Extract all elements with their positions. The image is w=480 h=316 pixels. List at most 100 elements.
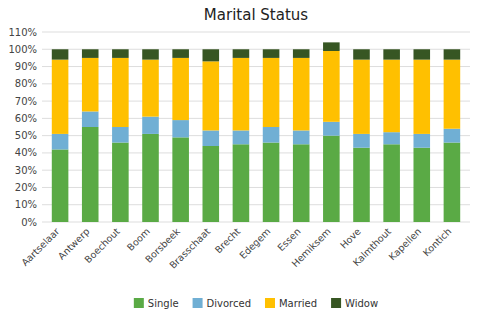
- bar: [233, 144, 250, 222]
- y-tick-label: 50%: [15, 130, 37, 141]
- bar: [203, 130, 220, 146]
- y-tick-label: 40%: [15, 147, 37, 158]
- x-tick-label: Aartselaar: [19, 226, 61, 268]
- legend-swatch: [331, 298, 341, 308]
- x-tick-label: Hove: [338, 226, 363, 251]
- y-tick-label: 90%: [15, 61, 37, 72]
- bar: [263, 58, 280, 127]
- bar: [323, 136, 340, 222]
- y-tick-label: 60%: [15, 113, 37, 124]
- bar: [82, 127, 99, 222]
- bar: [323, 51, 340, 122]
- bar: [383, 49, 400, 59]
- x-tick-label: Kalmthout: [351, 225, 394, 268]
- bar: [82, 49, 99, 58]
- y-tick-label: 70%: [15, 96, 37, 107]
- bar: [444, 60, 461, 129]
- bar: [82, 111, 99, 127]
- chart: Marital Status 0% 10% 20% 30% 40% 50% 60% 70% 80%…: [0, 0, 480, 316]
- bar: [142, 117, 159, 134]
- x-tick-label: Edegem: [237, 226, 272, 261]
- bar: [444, 49, 461, 59]
- bar: [353, 134, 370, 148]
- y-tick-label: 0%: [21, 217, 37, 228]
- y-tick-label: 80%: [15, 78, 37, 89]
- bar: [142, 134, 159, 222]
- bar: [52, 49, 69, 59]
- bar: [383, 132, 400, 144]
- bar: [203, 146, 220, 222]
- bar: [52, 60, 69, 134]
- title: Marital Status: [204, 6, 308, 24]
- x-tick-label: Boechout: [82, 225, 122, 265]
- bar: [52, 149, 69, 222]
- legend-label: Married: [279, 298, 317, 309]
- y-tick-label: 30%: [15, 165, 37, 176]
- bar: [413, 49, 430, 59]
- legend-swatch: [265, 298, 275, 308]
- bar: [233, 49, 250, 58]
- bar: [413, 148, 430, 222]
- bar: [293, 144, 310, 222]
- y-tick-label: 110%: [8, 27, 37, 38]
- bar: [353, 49, 370, 59]
- y-tick-label: 100%: [8, 44, 37, 55]
- bar: [293, 130, 310, 144]
- x-tick-label: Brecht: [213, 225, 243, 255]
- grid-line: [42, 135, 470, 136]
- x-tick-label: Hemiksem: [289, 226, 332, 269]
- legend-swatch: [134, 298, 144, 308]
- grid-line: [42, 187, 470, 188]
- bar: [293, 58, 310, 131]
- bar: [263, 49, 280, 58]
- x-tick-label: Essen: [275, 226, 302, 253]
- grid-line: [42, 152, 470, 153]
- bar: [142, 49, 159, 59]
- bar: [82, 58, 99, 112]
- legend: SingleDivorcedMarriedWidow: [134, 298, 378, 309]
- bar: [263, 127, 280, 143]
- bar: [383, 144, 400, 222]
- grid-line: [42, 32, 470, 33]
- y-tick-label: 20%: [15, 182, 37, 193]
- bar: [353, 148, 370, 222]
- grid-line: [42, 66, 470, 67]
- bar: [444, 129, 461, 143]
- bar: [233, 130, 250, 144]
- bar: [172, 137, 189, 222]
- bar: [323, 122, 340, 136]
- bar: [383, 60, 400, 133]
- grid-line: [42, 222, 470, 223]
- legend-label: Widow: [345, 298, 378, 309]
- grid-line: [42, 170, 470, 171]
- bar: [413, 60, 430, 134]
- bar: [203, 61, 220, 130]
- bar: [52, 134, 69, 150]
- grid-line: [42, 49, 470, 50]
- bar: [353, 60, 370, 134]
- legend-label: Divorced: [207, 298, 251, 309]
- bar: [233, 58, 250, 131]
- x-tick-label: Kontich: [421, 226, 454, 259]
- bar: [413, 134, 430, 148]
- bar: [293, 49, 310, 58]
- grid-line: [42, 101, 470, 102]
- bar: [112, 127, 129, 143]
- bar: [142, 60, 159, 117]
- legend-swatch: [193, 298, 203, 308]
- bar: [203, 49, 220, 61]
- y-tick-label: 10%: [15, 199, 37, 210]
- bar: [263, 143, 280, 222]
- grid-line: [42, 204, 470, 205]
- bars: [52, 42, 460, 222]
- x-tick-label: Kapellen: [386, 226, 423, 263]
- x-tick-label: Brasschaat: [167, 225, 212, 270]
- bar: [172, 58, 189, 120]
- bar: [172, 49, 189, 58]
- x-tick-label: Boom: [125, 226, 152, 253]
- bar: [172, 120, 189, 137]
- bar: [112, 49, 129, 58]
- grid-line: [42, 118, 470, 119]
- bar: [444, 143, 461, 222]
- bar: [112, 143, 129, 222]
